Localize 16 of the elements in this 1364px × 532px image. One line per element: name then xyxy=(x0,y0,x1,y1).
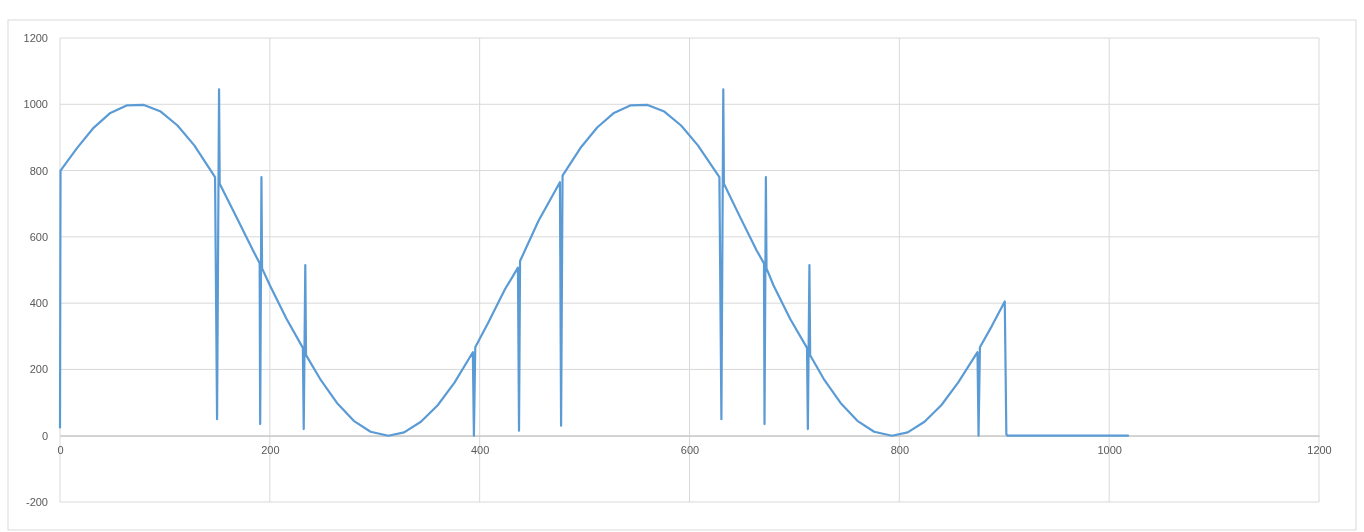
line-series xyxy=(58,88,1130,437)
x-tick-label: 0 xyxy=(57,443,64,456)
y-tick-label: 1000 xyxy=(23,98,48,111)
x-tick-label: 800 xyxy=(890,443,910,456)
y-tick-label: 1200 xyxy=(23,32,48,45)
y-tick-label: 400 xyxy=(29,297,48,310)
x-tick-label: 400 xyxy=(470,443,490,456)
y-tick-label: 800 xyxy=(29,164,48,177)
x-tick-label: 1000 xyxy=(1097,443,1122,456)
x-tick-label: 200 xyxy=(261,443,280,456)
x-tick-label: 1200 xyxy=(1307,443,1332,456)
y-tick-label: -200 xyxy=(25,496,48,509)
x-tick-label: 600 xyxy=(680,443,700,456)
y-tick-label: 200 xyxy=(29,363,48,376)
y-tick-label: 0 xyxy=(41,429,48,442)
y-tick-label: 600 xyxy=(29,230,48,243)
